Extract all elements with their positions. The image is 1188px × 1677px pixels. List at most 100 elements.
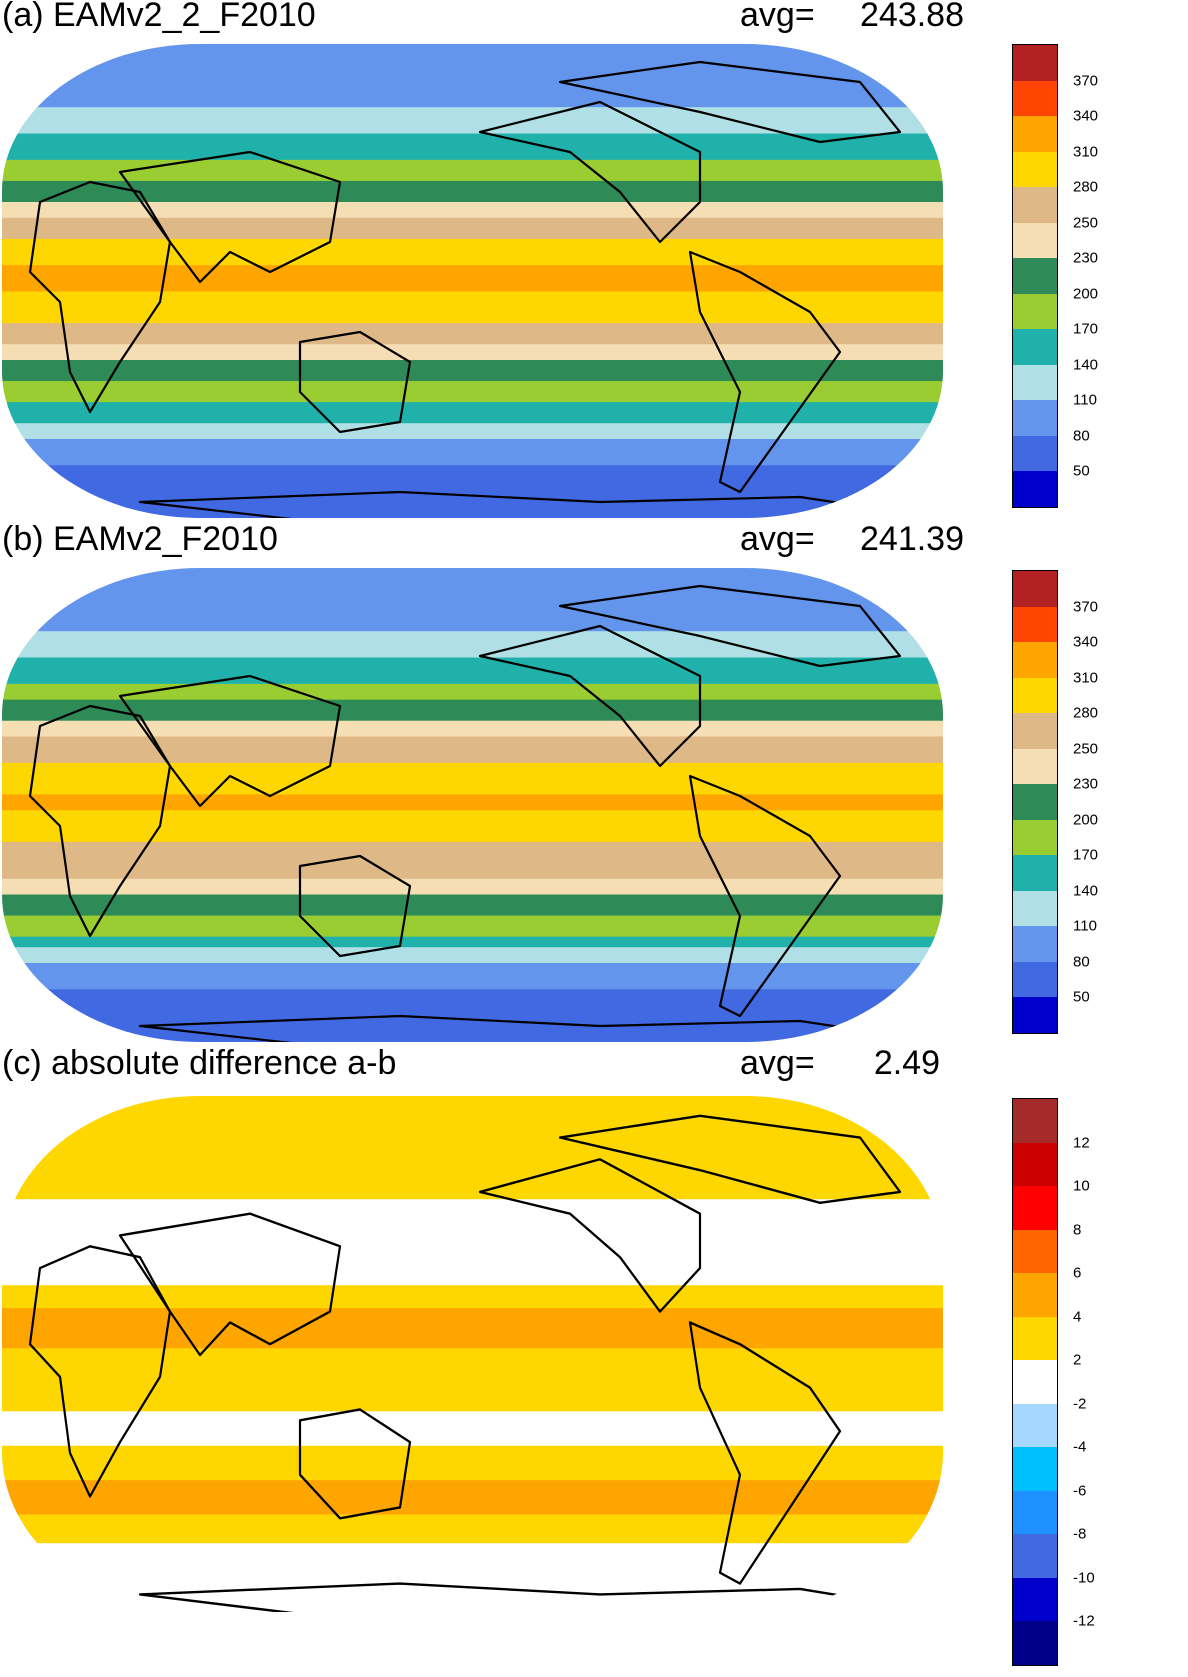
map-c [2,1096,943,1612]
map-band [2,1440,943,1447]
map-band [2,841,943,848]
colorbar-label: 110 [1073,391,1097,409]
map-band [2,449,943,456]
avg-value: 241.39 [860,520,964,558]
map-band [2,117,943,124]
colorbar-label: 230 [1073,249,1099,267]
map-band [2,1376,943,1384]
map-band [2,1176,943,1183]
colorbar-label: 250 [1073,214,1099,232]
map-band [2,704,943,711]
colorbar-box [1013,435,1057,472]
map-band [2,149,943,156]
map-band [2,905,943,911]
map-band [2,217,943,224]
map-band [2,862,943,869]
map-band [2,984,943,990]
map-band [2,165,943,171]
map-band [2,391,943,398]
colorbar-label: 12 [1073,1134,1090,1152]
coastline [28,180,172,414]
map-band [2,1508,943,1516]
map-band [2,1010,943,1017]
map-band [2,333,943,340]
colorbar-label: -4 [1073,1438,1087,1456]
colorbar-label: 10 [1073,1177,1090,1195]
map-band [2,1296,943,1303]
map-band [2,1382,943,1389]
coastline [298,1408,412,1520]
map-band [2,747,943,753]
colorbar-label: 50 [1073,462,1090,480]
map-band [2,1141,943,1149]
map-band [2,275,943,282]
colorbar-label: 8 [1073,1221,1082,1239]
map-band [2,947,943,954]
map-band [2,699,943,706]
map-band [2,1256,943,1263]
map-band [2,123,943,129]
map-band [2,583,943,590]
map-band [2,794,943,801]
map-band [2,402,943,408]
colorbar-label: 170 [1073,320,1099,338]
colorbar-box [1013,1316,1057,1361]
colorbar-box [1013,222,1057,259]
map-band [2,1187,943,1195]
map-band [2,496,943,503]
map-band [2,1365,943,1372]
colorbar-box [1013,819,1057,856]
map-band [2,428,943,435]
map-band [2,1245,943,1252]
colorbar-label: -2 [1073,1395,1087,1413]
map-band [2,407,943,414]
map-band [2,307,943,314]
map-band [2,1445,943,1453]
map-band [2,615,943,622]
map-band [2,1124,943,1131]
map-band [2,281,943,287]
map-band [2,1031,943,1038]
map-band [2,831,943,838]
colorbar-box [1013,116,1057,153]
map-band [2,573,943,580]
map-band [2,381,943,387]
map-band [2,207,943,214]
map-band [2,1210,943,1217]
map-band [2,1485,943,1493]
map-band [2,1026,943,1033]
map-band [2,244,943,250]
map-band [2,1514,943,1521]
map-band [2,994,943,1001]
map-band [2,710,943,717]
map-band [2,223,943,229]
colorbar-box [1013,1360,1057,1405]
map-band [2,820,943,827]
colorbar-label: 310 [1073,669,1099,687]
map-band [2,180,943,187]
map-band [2,799,943,806]
map-band [2,826,943,832]
map-band [2,439,943,445]
map-band [2,349,943,356]
colorbar-b: 370 340 310 280 250 230 200 170 140 110 80 50 [1012,570,1098,1034]
colorbar-box [1013,1577,1057,1622]
map-band [2,941,943,948]
colorbar-box [1013,1273,1057,1318]
colorbar-label: 50 [1073,988,1090,1006]
map-band [2,202,943,208]
map-band [2,857,943,864]
map-band [2,1354,943,1361]
map-band [2,423,943,430]
colorbar-box [1013,784,1057,821]
map-band [2,610,943,616]
map-band [2,1279,943,1286]
avg-label: avg= [740,0,815,34]
map-band [2,1526,943,1533]
colorbar-label: -12 [1073,1612,1095,1630]
colorbar-label: -10 [1073,1569,1095,1587]
map-band [2,726,943,732]
map-band [2,1577,943,1584]
map-band [2,75,943,82]
map-band [2,1182,943,1189]
